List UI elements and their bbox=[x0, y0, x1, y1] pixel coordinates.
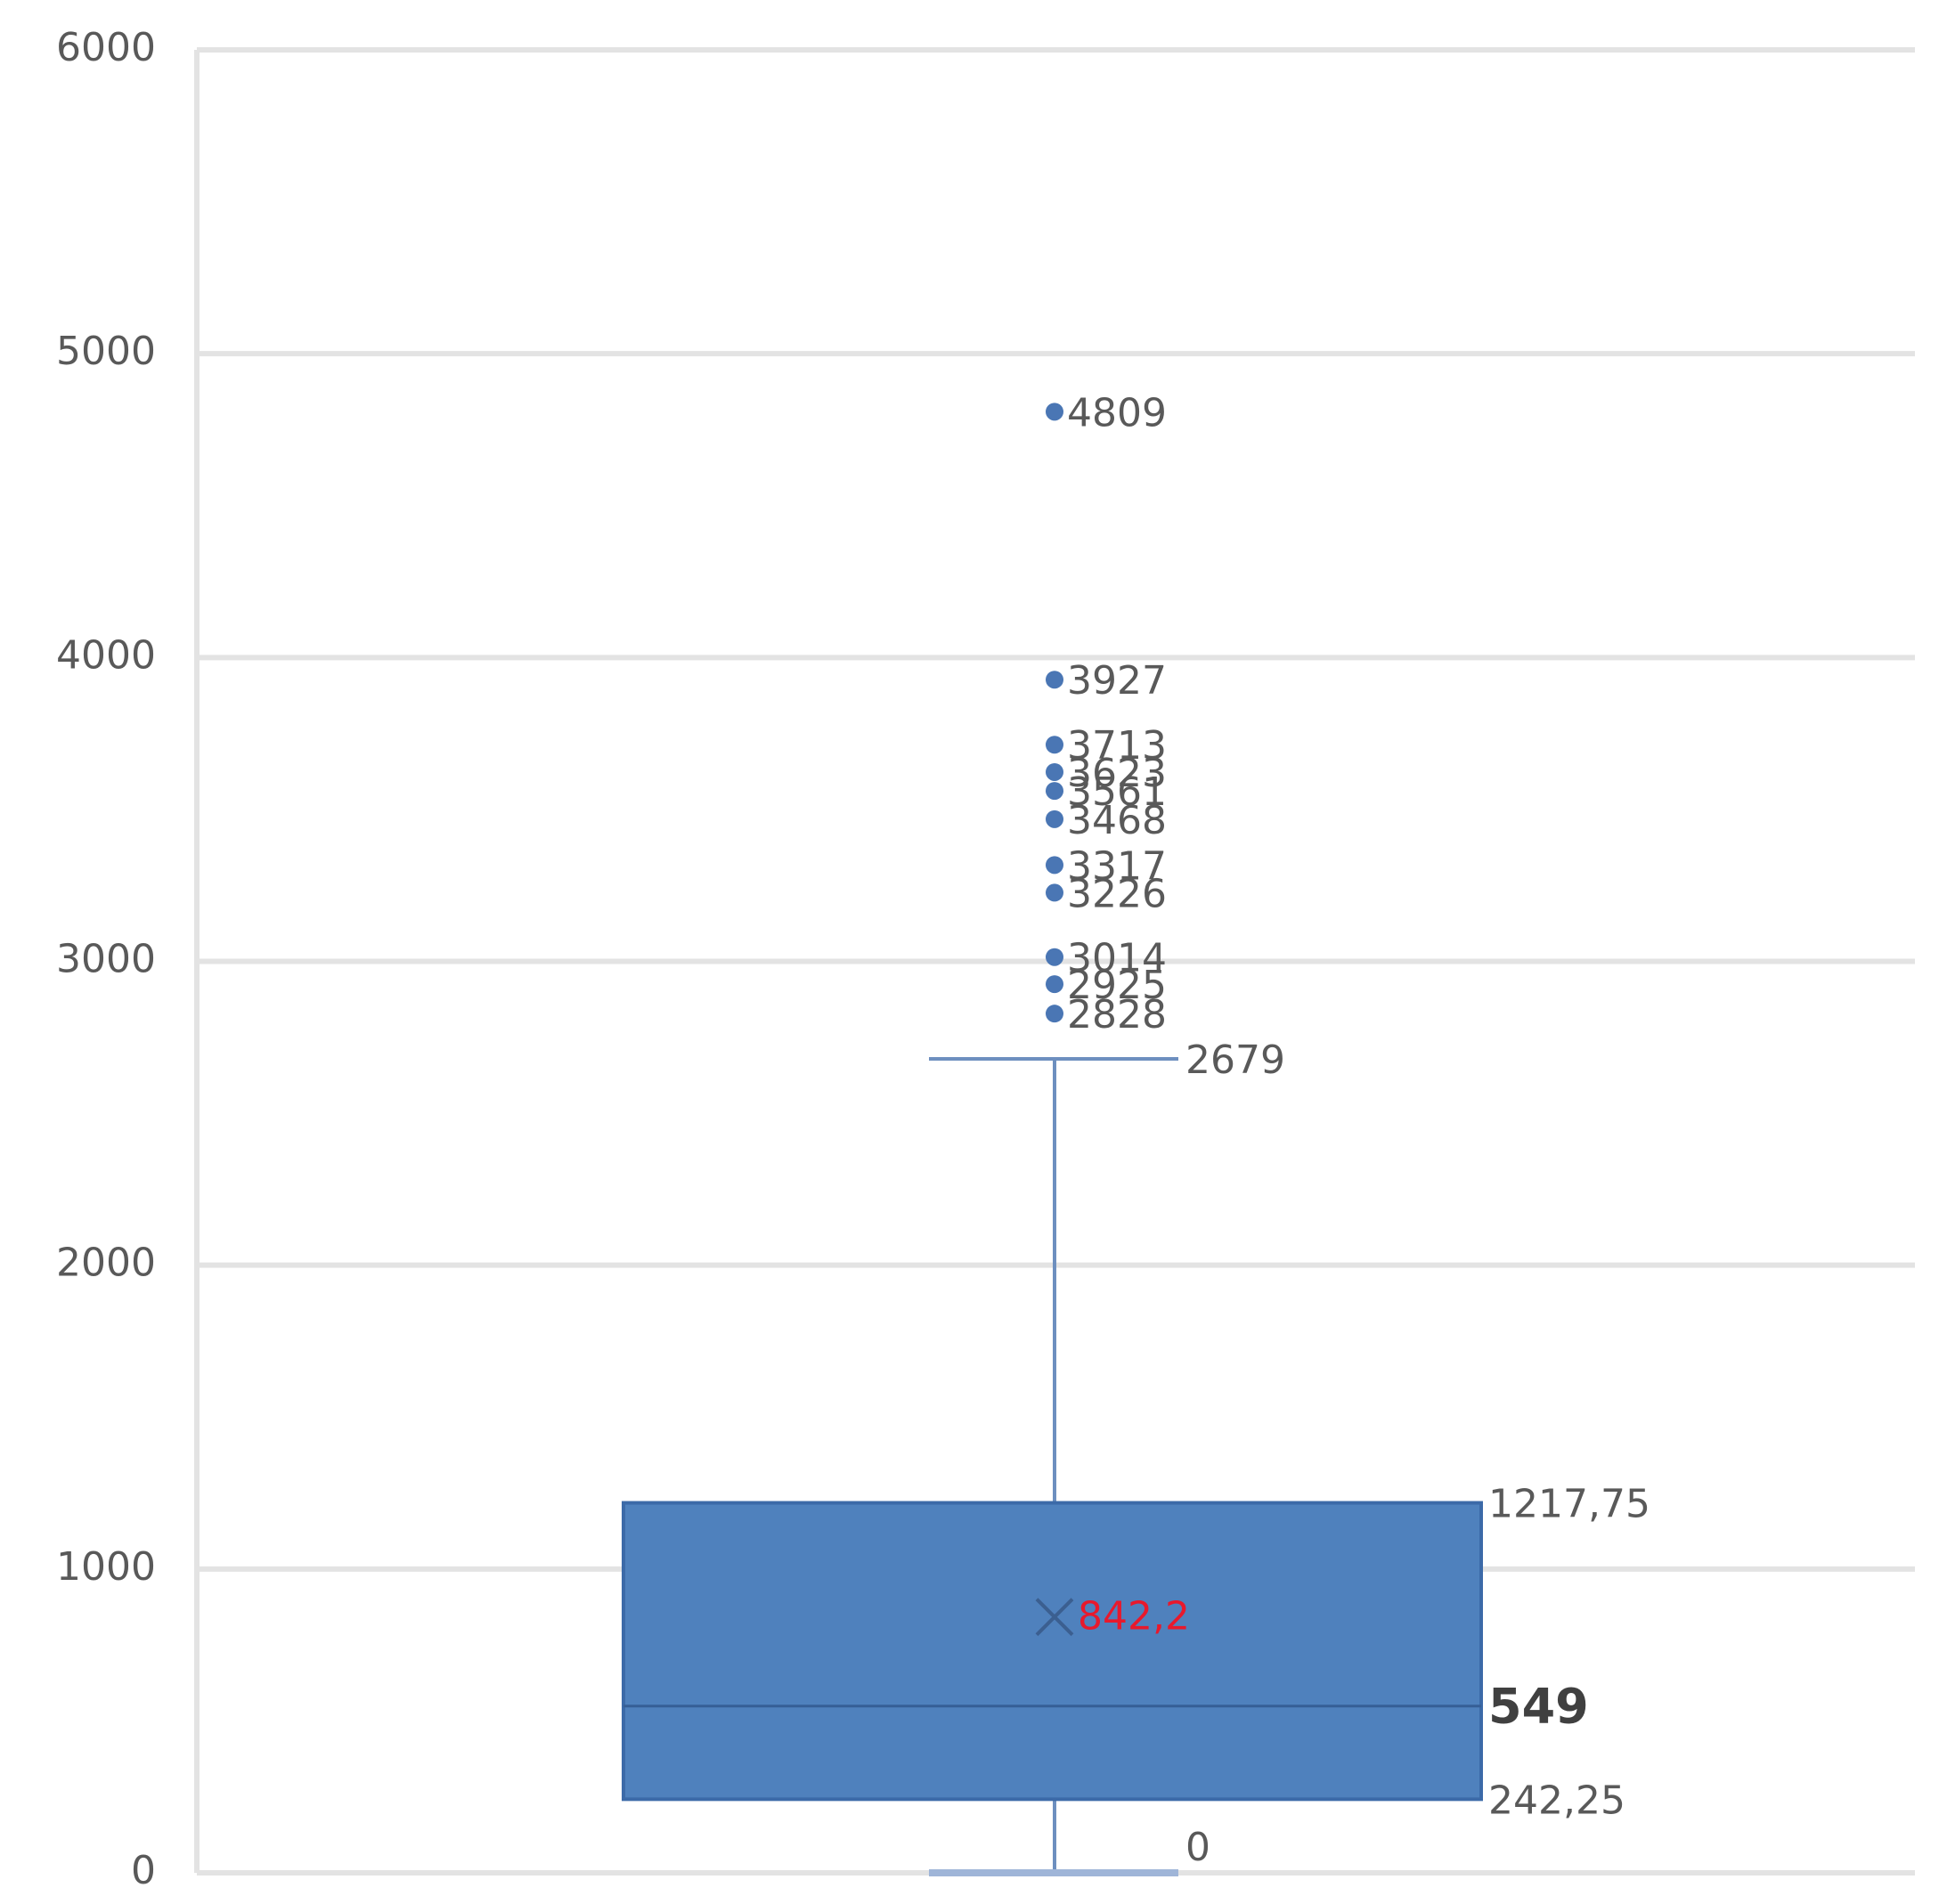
mean-stroke bbox=[1035, 1598, 1074, 1637]
outlier-label: 2925 bbox=[1067, 963, 1167, 1008]
outlier bbox=[1046, 810, 1063, 828]
outlier-label: 3623 bbox=[1067, 751, 1167, 796]
outlier-label: 2828 bbox=[1067, 992, 1167, 1037]
outlier-label: 3317 bbox=[1067, 843, 1167, 889]
outlier bbox=[1046, 403, 1063, 421]
mean-label: 842,2 bbox=[1078, 1594, 1190, 1640]
y-tick-label: 0 bbox=[131, 1848, 156, 1893]
y-tick-label: 2000 bbox=[56, 1241, 156, 1286]
outlier bbox=[1046, 1005, 1063, 1023]
outlier bbox=[1046, 782, 1063, 801]
q3-label: 1217,75 bbox=[1488, 1482, 1650, 1527]
outlier-label: 3927 bbox=[1067, 658, 1167, 704]
outlier bbox=[1046, 856, 1063, 875]
outlier bbox=[1046, 671, 1063, 689]
outlier-label: 3226 bbox=[1067, 871, 1167, 916]
outlier-label: 3713 bbox=[1067, 723, 1167, 769]
outlier bbox=[1046, 883, 1063, 902]
min-label: 0 bbox=[1185, 1825, 1210, 1870]
outlier-label: 4809 bbox=[1067, 390, 1167, 435]
outlier-label: 3561 bbox=[1067, 769, 1167, 815]
y-tick-label: 4000 bbox=[56, 632, 156, 678]
y-tick-label: 5000 bbox=[56, 329, 156, 374]
outlier bbox=[1046, 948, 1063, 966]
y-tick-label: 3000 bbox=[56, 937, 156, 982]
q1-label: 242,25 bbox=[1488, 1778, 1625, 1823]
outlier-label: 3468 bbox=[1067, 798, 1167, 843]
outlier bbox=[1046, 736, 1063, 754]
y-tick-label: 1000 bbox=[56, 1544, 156, 1590]
outlier bbox=[1046, 975, 1063, 994]
median-label: 549 bbox=[1488, 1678, 1589, 1734]
y-tick-label: 6000 bbox=[56, 25, 156, 70]
box bbox=[622, 1501, 1483, 1802]
outlier-label: 3014 bbox=[1067, 936, 1167, 981]
outlier bbox=[1046, 762, 1063, 781]
max-label: 2679 bbox=[1185, 1037, 1285, 1083]
mean-marker bbox=[1035, 1598, 1074, 1637]
